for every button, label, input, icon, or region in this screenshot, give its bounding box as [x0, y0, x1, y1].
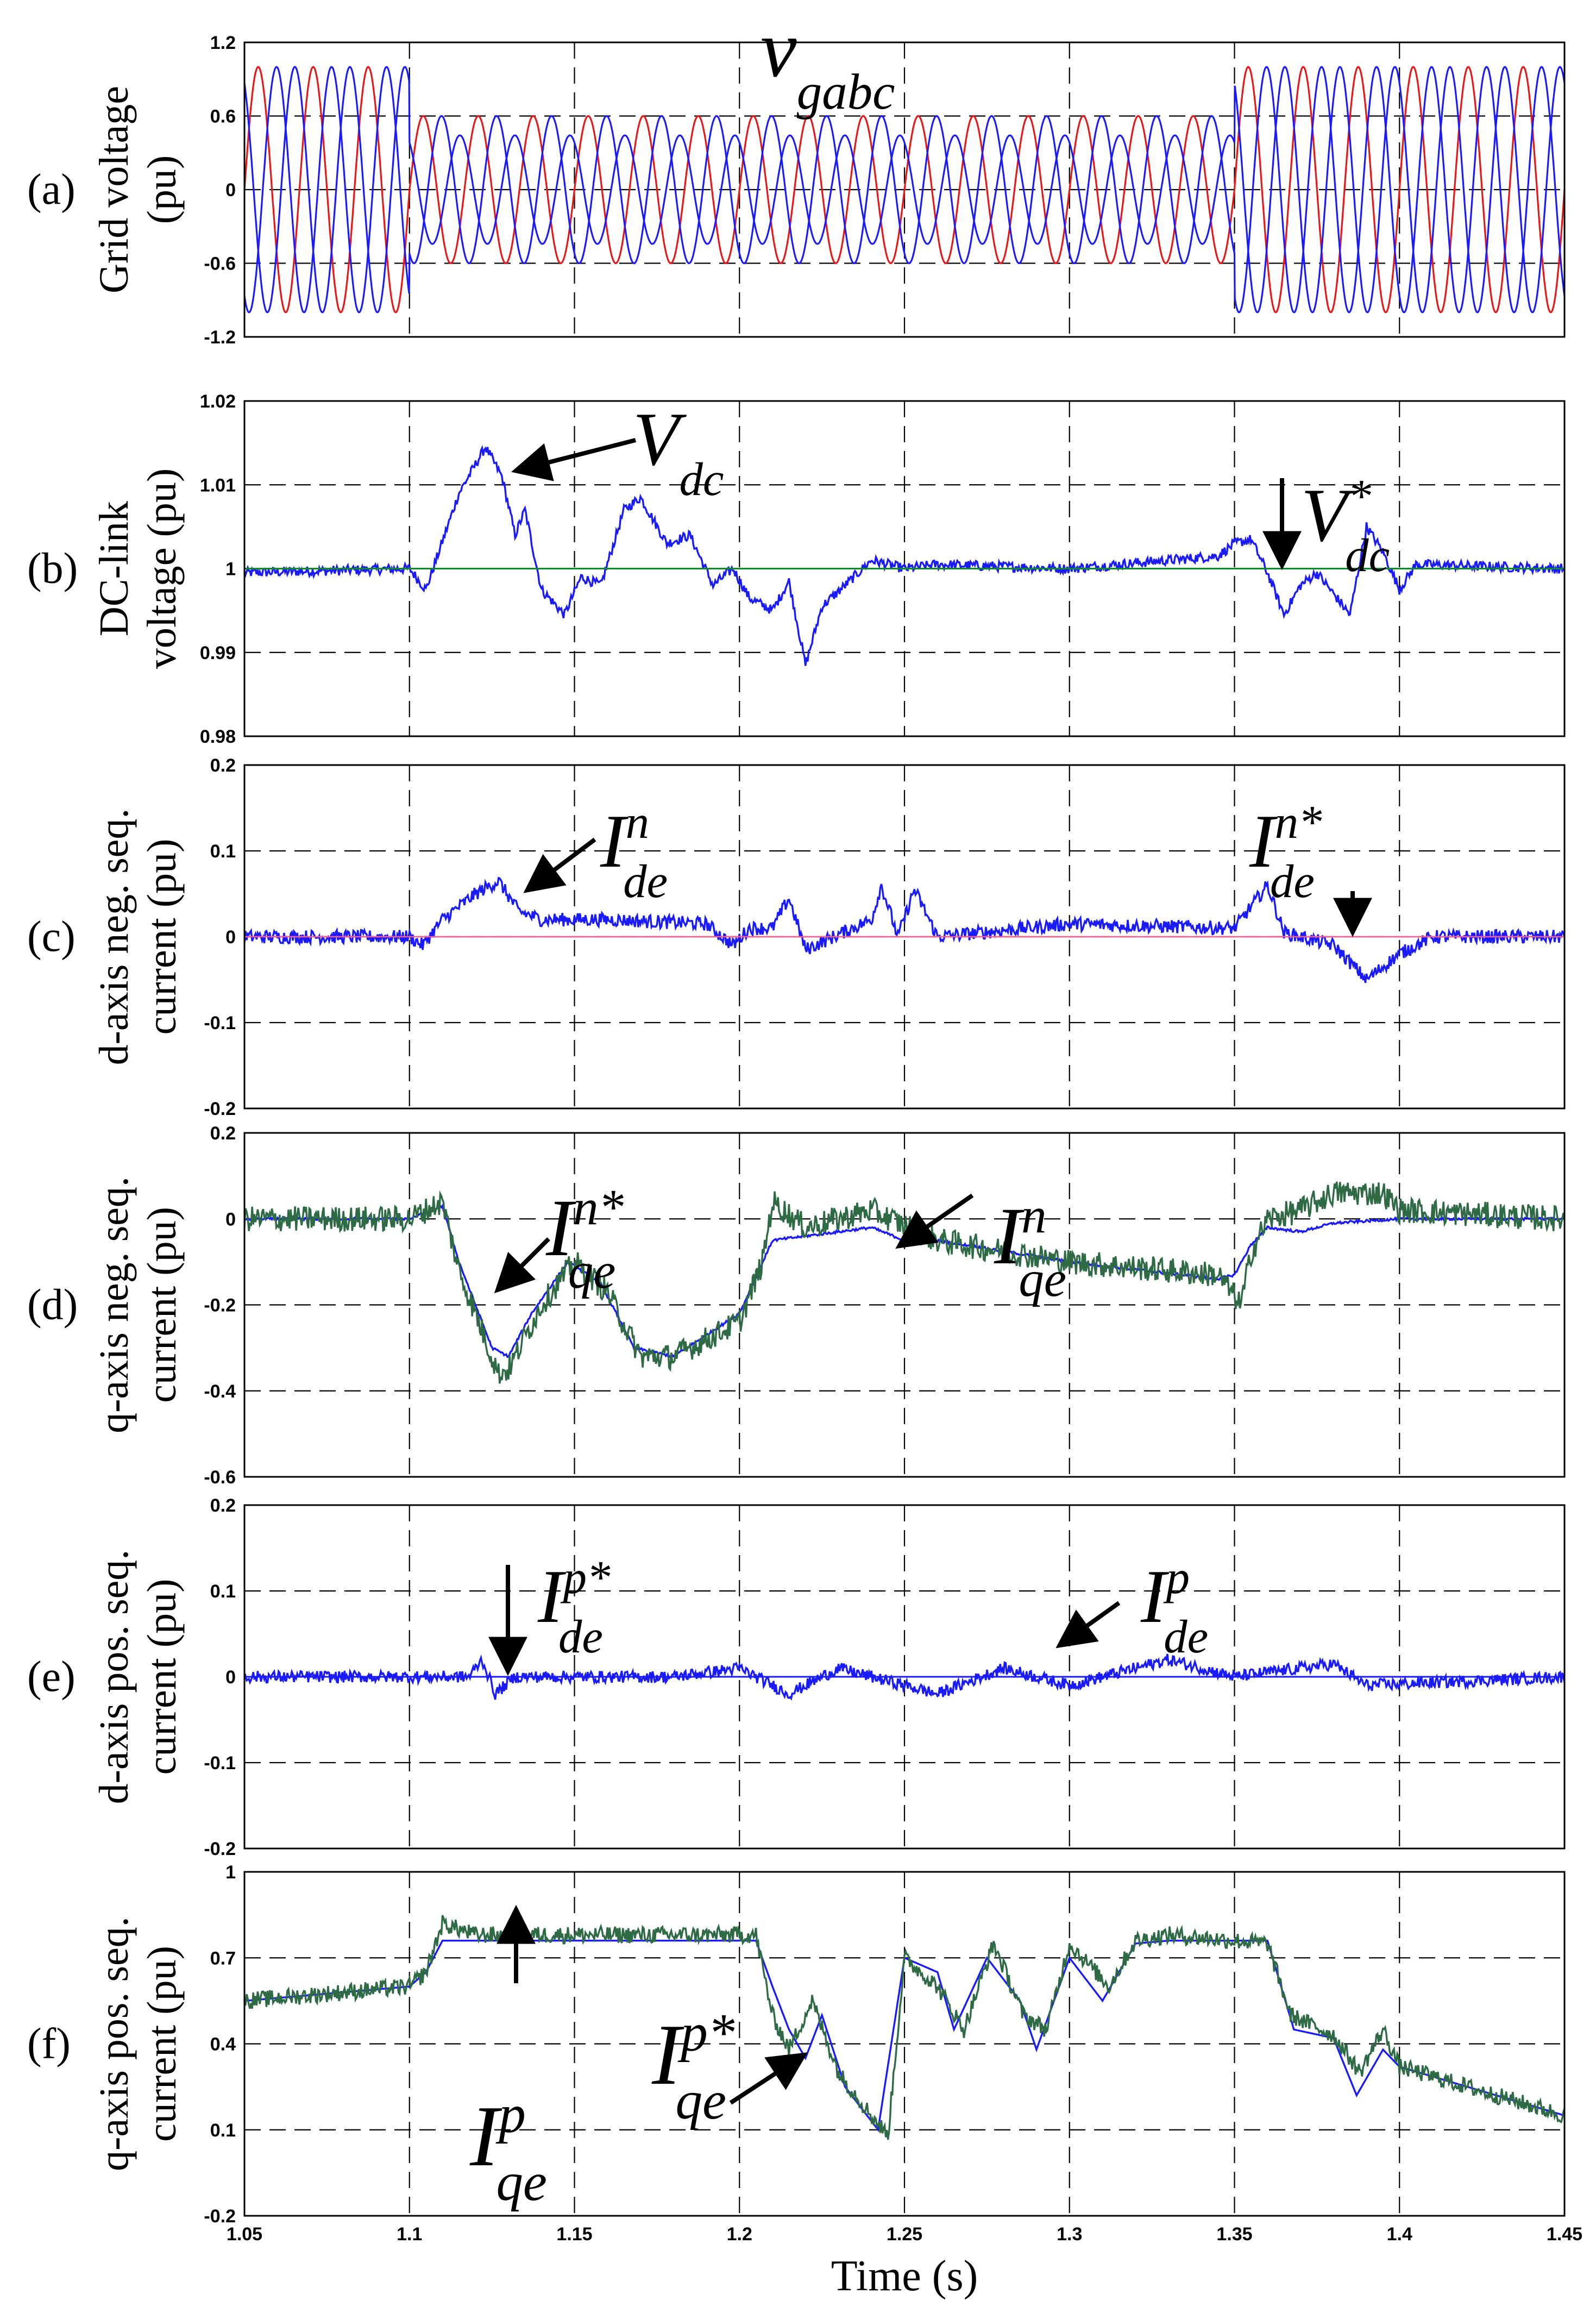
ytick-b-4: 1.02: [200, 391, 236, 412]
arrow-5: [895, 1193, 974, 1249]
ytick-e-3: 0.1: [210, 1581, 236, 1602]
series-b-measured: [244, 444, 1564, 666]
plot-frame-a: [243, 41, 1566, 338]
annotation-f-0: Ip qe: [469, 2085, 547, 2212]
ytick-a-4: 1.2: [210, 33, 236, 53]
ytick-b-0: 0.98: [200, 726, 236, 747]
ytick-b-1: 0.99: [200, 643, 236, 663]
ytick-f-3: 0.7: [210, 1948, 236, 1969]
panel-label-e: (e): [27, 1653, 76, 1701]
ytick-c-3: 0.1: [210, 841, 236, 862]
ytick-a-3: 0.6: [210, 106, 236, 127]
ytick-e-4: 0.2: [210, 1495, 236, 1516]
xtick-3: 1.2: [727, 2224, 752, 2245]
panel-label-f: (f): [27, 2020, 71, 2068]
ylabel-f: q-axis pos. seq.current (pu): [91, 1916, 185, 2171]
annotation-f-1: Ip* qe: [651, 2003, 735, 2130]
panel-b: [243, 400, 1566, 737]
x-axis-label: Time (s): [831, 2252, 978, 2300]
ylabel-b: DC-linkvoltage (pu): [91, 468, 185, 669]
xtick-5: 1.3: [1057, 2224, 1082, 2245]
annotation-a-0: vgabc: [761, 4, 895, 120]
ytick-e-1: -0.1: [204, 1753, 236, 1774]
panel-label-a: (a): [27, 166, 76, 214]
ytick-f-2: 0.4: [210, 2034, 236, 2055]
ytick-b-2: 1: [225, 559, 236, 580]
arrow-7: [1055, 1601, 1121, 1649]
ytick-f-4: 1: [225, 1862, 236, 1883]
xtick-6: 1.35: [1216, 2224, 1252, 2245]
series-a-phase-c: [244, 66, 1564, 314]
xtick-7: 1.4: [1387, 2224, 1412, 2245]
ytick-a-1: -0.6: [204, 254, 236, 274]
ytick-e-2: 0: [225, 1667, 236, 1688]
text-layer: -1.2 -0.6 0 0.6 1.2 Grid voltage(pu) (a) 0.98 0.…: [27, 33, 1582, 2300]
ylabel-a: Grid voltage(pu): [91, 86, 185, 293]
panel-f: [243, 1871, 1566, 2217]
xtick-2: 1.15: [556, 2224, 592, 2245]
ytick-c-1: -0.1: [204, 1013, 236, 1033]
annotation-c-0: In de: [600, 796, 668, 907]
ytick-d-4: 0.2: [210, 1123, 236, 1144]
ylabel-e: d-axis pos. seq.current (pu): [91, 1550, 185, 1804]
ylabel-d: q-axis neg. seq.current (pu): [91, 1176, 185, 1433]
ytick-c-0: -0.2: [204, 1099, 236, 1119]
plot-frame-e: [243, 1504, 1566, 1850]
ytick-a-2: 0: [225, 180, 236, 200]
ytick-c-2: 0: [225, 927, 236, 948]
xtick-8: 1.45: [1547, 2224, 1582, 2245]
series-f-measured: [244, 1915, 1564, 2140]
panel-label-c: (c): [27, 913, 76, 961]
ytick-e-0: -0.2: [204, 1839, 236, 1859]
plot-frame-c: [243, 764, 1566, 1110]
annotation-e-1: Ip de: [1140, 1551, 1208, 1663]
annotation-d-1: In qe: [994, 1188, 1066, 1307]
ytick-a-0: -1.2: [204, 327, 236, 348]
plot-frame-d: [243, 1132, 1566, 1478]
xtick-4: 1.25: [887, 2224, 922, 2245]
xtick-0: 1.05: [227, 2224, 262, 2245]
arrow-9: [729, 2052, 808, 2105]
ylabel-c: d-axis neg. seq.current (pu): [91, 809, 185, 1066]
panel-label-b: (b): [27, 545, 78, 593]
plot-layer: [243, 41, 1566, 2217]
ytick-f-1: 0.1: [210, 2120, 236, 2141]
series-e-measured: [244, 1653, 1564, 1701]
panel-e: [243, 1504, 1566, 1850]
annotation-e-0: Ip* de: [537, 1551, 611, 1663]
annotation-b-0: Vdc: [633, 397, 724, 505]
plot-frame-b: [243, 400, 1566, 737]
annotation-layer: vgabc Vdc V* dc In de In* de In* qe In qe Ip* de Ip de I…: [469, 4, 1390, 2212]
ytick-d-0: -0.6: [204, 1467, 236, 1488]
arrow-4: [494, 1237, 550, 1294]
annotation-d-0: In* qe: [545, 1180, 624, 1299]
arrow-0: [511, 438, 636, 481]
ytick-d-1: -0.4: [204, 1381, 236, 1402]
series-a-phase-a: [244, 66, 1564, 314]
annotation-c-1: In* de: [1249, 796, 1322, 907]
panel-label-d: (d): [27, 1281, 78, 1329]
ytick-b-3: 1.01: [200, 475, 236, 496]
xtick-1: 1.1: [397, 2224, 422, 2245]
series-c-measured: [244, 876, 1564, 983]
ytick-f-0: -0.2: [204, 2206, 236, 2227]
panel-a: [243, 41, 1566, 338]
plot-frame-f: [243, 1871, 1566, 2217]
arrow-2: [523, 837, 596, 893]
ytick-d-3: 0: [225, 1209, 236, 1230]
ytick-d-2: -0.2: [204, 1295, 236, 1316]
series-a-phase-b: [244, 66, 1564, 314]
annotation-b-1: V* dc: [1301, 470, 1390, 581]
ytick-c-4: 0.2: [210, 755, 236, 776]
